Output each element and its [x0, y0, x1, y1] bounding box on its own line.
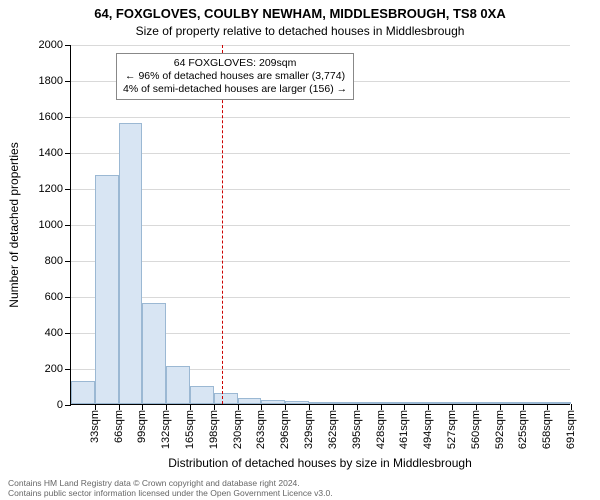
histogram-bar	[357, 402, 381, 404]
y-tick	[65, 81, 71, 82]
x-tick-label: 263sqm	[255, 410, 267, 449]
grid-line	[71, 45, 570, 46]
histogram-bar	[261, 400, 285, 404]
x-tick-label: 494sqm	[422, 410, 434, 449]
x-tick-label: 395sqm	[351, 410, 363, 449]
y-tick-label: 1200	[39, 183, 63, 195]
y-tick	[65, 117, 71, 118]
histogram-bar	[71, 381, 95, 404]
histogram-bar	[119, 123, 143, 404]
footer-attribution: Contains HM Land Registry data © Crown c…	[8, 479, 333, 498]
y-tick-label: 800	[45, 255, 63, 267]
histogram-bar	[214, 393, 238, 404]
x-tick-label: 165sqm	[184, 410, 196, 449]
y-tick	[65, 225, 71, 226]
y-tick-label: 1400	[39, 147, 63, 159]
x-tick-label: 362sqm	[327, 410, 339, 449]
y-tick-label: 200	[45, 363, 63, 375]
histogram-bar	[523, 402, 547, 404]
y-tick	[65, 153, 71, 154]
histogram-bar	[309, 402, 333, 404]
y-tick-label: 1600	[39, 111, 63, 123]
y-tick	[65, 405, 71, 406]
x-tick-label: 230sqm	[232, 410, 244, 449]
plot-area: 64 FOXGLOVES: 209sqm ← 96% of detached h…	[70, 45, 570, 405]
x-tick-label: 428sqm	[375, 410, 387, 449]
x-tick-label: 66sqm	[113, 410, 125, 443]
x-tick-label: 560sqm	[470, 410, 482, 449]
histogram-bar	[333, 402, 357, 404]
figure: 64, FOXGLOVES, COULBY NEWHAM, MIDDLESBRO…	[0, 0, 600, 500]
x-tick-label: 691sqm	[565, 410, 577, 449]
y-tick	[65, 45, 71, 46]
x-axis-label: Distribution of detached houses by size …	[70, 456, 570, 470]
y-tick-label: 600	[45, 291, 63, 303]
annotation-line-2: ← 96% of detached houses are smaller (3,…	[123, 70, 347, 83]
histogram-bar	[166, 366, 190, 404]
histogram-bar	[452, 402, 476, 404]
x-tick-label: 132sqm	[160, 410, 172, 449]
x-tick-label: 33sqm	[89, 410, 101, 443]
histogram-bar	[238, 398, 262, 404]
histogram-bar	[142, 303, 166, 404]
x-tick-label: 329sqm	[303, 410, 315, 449]
x-tick-label: 625sqm	[517, 410, 529, 449]
histogram-bar	[476, 402, 500, 404]
x-tick-label: 592sqm	[494, 410, 506, 449]
y-tick-label: 0	[57, 399, 63, 411]
annotation-line-1: 64 FOXGLOVES: 209sqm	[123, 57, 347, 70]
histogram-bar	[285, 401, 309, 404]
histogram-bar	[500, 402, 524, 404]
histogram-bar	[404, 402, 428, 404]
y-tick-label: 400	[45, 327, 63, 339]
grid-line	[71, 297, 570, 298]
y-tick	[65, 369, 71, 370]
grid-line	[71, 153, 570, 154]
annotation-line-3: 4% of semi-detached houses are larger (1…	[123, 83, 347, 96]
histogram-bar	[95, 175, 119, 404]
histogram-bar	[190, 386, 214, 404]
histogram-bar	[381, 402, 405, 404]
x-tick-label: 658sqm	[541, 410, 553, 449]
y-tick	[65, 333, 71, 334]
x-tick-label: 198sqm	[208, 410, 220, 449]
grid-line	[71, 225, 570, 226]
x-tick-label: 527sqm	[446, 410, 458, 449]
x-tick-label: 461sqm	[398, 410, 410, 449]
histogram-bar	[428, 402, 452, 404]
y-tick-label: 2000	[39, 39, 63, 51]
chart-subtitle: Size of property relative to detached ho…	[0, 24, 600, 38]
x-tick-label: 296sqm	[279, 410, 291, 449]
y-tick	[65, 261, 71, 262]
y-tick	[65, 189, 71, 190]
y-axis-label: Number of detached properties	[7, 142, 21, 307]
grid-line	[71, 117, 570, 118]
histogram-bar	[547, 402, 571, 404]
footer-line-2: Contains public sector information licen…	[8, 489, 333, 498]
y-tick-label: 1800	[39, 75, 63, 87]
x-tick-label: 99sqm	[136, 410, 148, 443]
chart-title: 64, FOXGLOVES, COULBY NEWHAM, MIDDLESBRO…	[0, 6, 600, 21]
grid-line	[71, 189, 570, 190]
grid-line	[71, 261, 570, 262]
y-tick-label: 1000	[39, 219, 63, 231]
y-tick	[65, 297, 71, 298]
annotation-box: 64 FOXGLOVES: 209sqm ← 96% of detached h…	[116, 53, 354, 100]
